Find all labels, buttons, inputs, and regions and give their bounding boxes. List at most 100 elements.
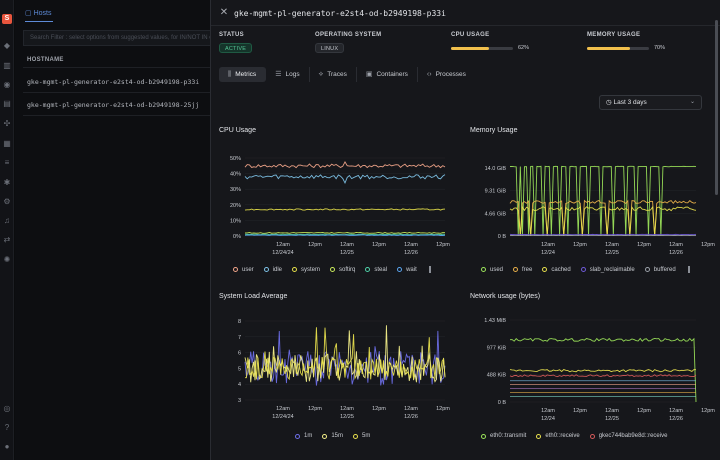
logs-icon: ☰ [275, 71, 282, 78]
legend-item[interactable]: system [292, 266, 320, 273]
layers-icon[interactable]: ◎ [3, 404, 11, 413]
legend-item[interactable]: slab_reclaimable [580, 266, 635, 273]
legend-dot-icon [353, 433, 359, 439]
app-logo-icon[interactable]: S [2, 14, 12, 24]
grid-icon[interactable]: ▦ [3, 139, 11, 148]
x-tick-label: 12pm [637, 408, 651, 414]
home-icon[interactable]: ◆ [3, 41, 11, 50]
memory-usage-chart: 14.0 GiB 9.31 GiB 4.66 GiB 0 B 12am 12/24 12pm… [485, 165, 715, 256]
x-tick-label: 12am [404, 406, 418, 412]
x-tick-label: 12am [669, 242, 683, 248]
cpu-chart-legend: user idle system softirq steal wait [233, 266, 431, 273]
tab-metrics[interactable]: ⫼ Metrics [219, 67, 267, 82]
x-tick-label: 12pm [701, 242, 715, 248]
legend-item[interactable]: 1m [295, 433, 312, 439]
hosts-tab-label: Hosts [33, 10, 52, 17]
load-average-chart: 8 7 6 5 4 3 12am 12/24/24 12pm 12am 12/25 12pm 12am 1… [238, 319, 450, 420]
title-divider [211, 25, 720, 26]
host-row[interactable]: gke-mgmt-pl-generator-e2st4-od-b2949198-… [27, 78, 200, 86]
x-tick-date-label: 12/24 [541, 416, 555, 422]
legend-label: wait [406, 266, 417, 273]
account-icon[interactable]: ● [4, 442, 10, 451]
legend-dot-icon [365, 267, 371, 272]
hosts-tab[interactable]: ▢ Hosts [25, 9, 53, 22]
x-tick-date-label: 12/26 [669, 416, 683, 422]
legend-dot-icon [295, 433, 300, 439]
x-tick-label: 12pm [372, 242, 386, 248]
x-tick-label: 12am [605, 408, 619, 414]
series-line-cached [509, 205, 697, 237]
legend-item[interactable]: 15m [322, 433, 343, 439]
x-tick-label: 12pm [436, 406, 450, 412]
legend-dot-icon [481, 433, 486, 439]
metrics-icon[interactable]: ▥ [3, 61, 11, 70]
row-divider [23, 92, 223, 93]
tab-logs[interactable]: ☰ Logs [266, 67, 310, 82]
legend-item[interactable]: steal [365, 266, 387, 273]
network-usage-chart: 1.43 MiB 977 KiB 488 KiB 0 B 12am 12/24 12pm 12… [484, 318, 715, 422]
settings-icon[interactable]: ⚙ [3, 197, 11, 206]
time-range-select[interactable]: ◷ Last 3 days ⌄ [599, 95, 702, 110]
legend-item[interactable]: gkec744bab9e8d::receive [589, 433, 667, 439]
memory-usage-bar [587, 47, 649, 50]
legend-item[interactable]: user [233, 266, 254, 273]
legend-scroll-handle[interactable] [428, 266, 431, 273]
legend-item[interactable]: 5m [353, 433, 370, 439]
search-input[interactable]: Search Filter : select options from sugg… [23, 30, 223, 46]
group-icon[interactable]: ✣ [3, 119, 11, 128]
legend-label: system [301, 266, 321, 273]
dashboard-icon[interactable]: ▤ [3, 99, 11, 108]
cpu-usage-label: CPU USAGE [451, 32, 490, 38]
x-tick-label: 12am [541, 242, 555, 248]
list-icon[interactable]: ≡ [4, 158, 10, 167]
user-icon[interactable]: ◉ [3, 80, 11, 89]
y-tick-label: 40% [230, 172, 241, 178]
legend-dot-icon [292, 267, 298, 272]
legend-item[interactable]: cached [542, 266, 571, 273]
code-icon: ‹› [426, 71, 432, 78]
time-range-value: Last 3 days [613, 99, 647, 106]
chevron-down-icon: ⌄ [689, 99, 695, 105]
legend-item[interactable]: free [513, 266, 532, 273]
tab-containers[interactable]: ▣ Containers [357, 67, 418, 82]
legend-item[interactable]: used [481, 266, 503, 273]
y-tick-label: 50% [230, 156, 241, 162]
y-tick-label: 20% [230, 203, 241, 209]
host-row[interactable]: gke-mgmt-pl-generator-e2st4-od-b2949198-… [27, 101, 200, 109]
y-tick-label: 7 [238, 335, 241, 341]
tab-processes[interactable]: ‹› Processes [418, 67, 475, 82]
legend-label: steal [374, 266, 388, 273]
close-icon[interactable]: ✕ [219, 7, 229, 18]
x-tick-date-label: 12/24/24 [272, 414, 293, 420]
x-tick-date-label: 12/24/24 [272, 250, 293, 256]
tab-traces[interactable]: ⟡ Traces [310, 67, 357, 82]
swap-icon[interactable]: ⇄ [3, 235, 11, 244]
series-line-5m [244, 327, 446, 381]
legend-item[interactable]: eth0::receive [536, 433, 580, 439]
legend-dot-icon [589, 433, 595, 439]
bell-icon[interactable]: ♫ [4, 216, 10, 225]
help-icon[interactable]: ? [4, 423, 10, 432]
legend-item[interactable]: wait [397, 266, 417, 273]
gear-icon[interactable]: ✺ [3, 255, 11, 264]
y-tick-label: 8 [238, 319, 241, 325]
legend-dot-icon [481, 267, 486, 272]
legend-label: user [242, 266, 254, 273]
hosts-page-background: ▢ Hosts Search Filter : select options f… [15, 0, 225, 460]
legend-dot-icon [322, 433, 328, 439]
hosts-tab-underline [25, 21, 53, 22]
legend-scroll-handle[interactable] [687, 266, 690, 273]
bug-icon[interactable]: ✱ [3, 178, 11, 187]
y-tick-label: 1.43 MiB [484, 318, 506, 324]
legend-item[interactable]: softirq [330, 266, 355, 273]
legend-item[interactable]: buffered [644, 266, 676, 273]
left-nav-rail: S ◆ ▥ ◉ ▤ ✣ ▦ ≡ ✱ ⚙ ♫ ⇄ ✺ ◎ ? ● [0, 0, 14, 460]
drawer-scrollbar[interactable] [715, 20, 718, 195]
legend-item[interactable]: eth0::transmit [481, 433, 526, 439]
legend-item[interactable]: idle [263, 266, 283, 273]
x-tick-label: 12am [340, 406, 354, 412]
legend-label: cached [551, 266, 571, 273]
legend-label: idle [272, 266, 283, 273]
os-label: OPERATING SYSTEM [315, 32, 382, 38]
